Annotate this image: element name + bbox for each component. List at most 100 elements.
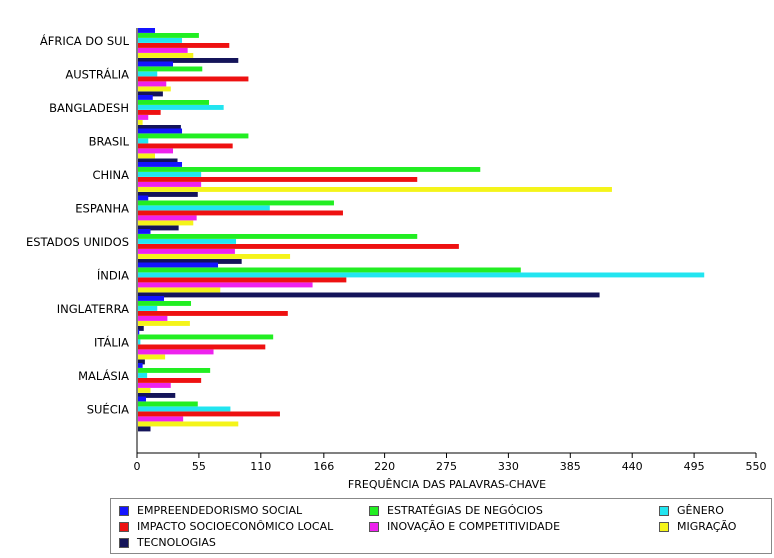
- bar: [138, 329, 140, 335]
- bar: [138, 254, 291, 259]
- legend-item: MIGRAÇÃO: [659, 520, 736, 533]
- bar: [138, 110, 161, 115]
- bar: [138, 406, 231, 412]
- bar: [138, 125, 181, 130]
- x-tick-label: 330: [498, 460, 519, 473]
- bar: [138, 187, 612, 192]
- bar: [138, 138, 149, 144]
- bar: [138, 262, 219, 268]
- bar: [138, 339, 141, 345]
- bar: [138, 128, 183, 134]
- category-label: BANGLADESH: [49, 101, 129, 115]
- bar: [138, 396, 147, 402]
- bar: [138, 306, 158, 311]
- bar: [138, 344, 266, 350]
- legend-item: EMPREENDEDORISMO SOCIAL: [119, 504, 302, 517]
- legend-label: EMPREENDEDORISMO SOCIAL: [137, 504, 303, 517]
- x-tick-label: 0: [134, 460, 141, 473]
- legend-swatch: [659, 505, 669, 516]
- bar: [138, 301, 192, 306]
- bar: [138, 416, 184, 422]
- category-label: AUSTRÁLIA: [65, 67, 129, 82]
- legend-label: TECNOLOGIAS: [137, 536, 216, 549]
- legend-item: INOVAÇÃO E COMPETITIVIDADE: [369, 520, 560, 533]
- bar: [138, 239, 237, 244]
- bar: [138, 205, 270, 211]
- bar: [138, 148, 174, 154]
- category-label: MALÁSIA: [78, 368, 129, 383]
- bar: [138, 100, 210, 105]
- category-label: BRASIL: [89, 135, 130, 149]
- legend-item: GÊNERO: [659, 504, 724, 517]
- bar: [138, 182, 202, 187]
- bar: [138, 76, 249, 82]
- bar: [138, 316, 168, 321]
- legend-label: IMPACTO SOCIOECONÔMICO LOCAL: [137, 520, 334, 533]
- bar: [138, 33, 199, 38]
- x-tick-label: 440: [622, 460, 643, 473]
- bar: [138, 349, 214, 355]
- legend-swatch: [119, 521, 129, 532]
- bar: [138, 393, 176, 398]
- legend-swatch: [369, 521, 379, 532]
- bar: [138, 326, 144, 331]
- legend-label: GÊNERO: [677, 504, 724, 517]
- legend-swatch: [119, 505, 129, 516]
- x-ticks: 0 55 110 166 220 275 330 385 440 495 550: [134, 453, 767, 473]
- bar: [138, 411, 280, 417]
- bar: [138, 200, 334, 206]
- bar: [138, 177, 418, 182]
- bar: [138, 172, 202, 177]
- bar: [138, 210, 343, 216]
- legend-item: IMPACTO SOCIOECONÔMICO LOCAL: [119, 520, 333, 533]
- bar: [138, 153, 156, 159]
- bar: [138, 383, 171, 388]
- category-label: ÍNDIA: [97, 268, 129, 283]
- bar: [138, 244, 459, 249]
- legend-swatch: [119, 537, 129, 548]
- bar: [138, 334, 274, 340]
- category-label: ESTADOS UNIDOS: [26, 235, 129, 249]
- bar: [138, 311, 288, 316]
- bar: [138, 81, 167, 87]
- bar: [138, 421, 239, 427]
- bar: [138, 120, 143, 125]
- bar: [138, 61, 174, 67]
- bar: [138, 368, 211, 373]
- bar: [138, 48, 188, 53]
- bar: [138, 272, 705, 278]
- bar: [138, 229, 151, 234]
- bar: [138, 133, 249, 139]
- category-label: INGLATERRA: [57, 302, 129, 316]
- bar: [138, 234, 418, 239]
- bar: [138, 91, 163, 97]
- bar: [138, 215, 197, 221]
- bar: [138, 38, 183, 43]
- category-label: ESPANHA: [75, 202, 129, 216]
- bar: [138, 195, 149, 201]
- legend-swatch: [369, 505, 379, 516]
- x-tick-label: 550: [746, 460, 767, 473]
- category-label: ITÁLIA: [94, 335, 129, 350]
- x-tick-label: 220: [374, 460, 395, 473]
- legend-swatch: [659, 521, 669, 532]
- bar: [138, 105, 224, 110]
- bar: [138, 359, 145, 365]
- bar: [138, 292, 600, 298]
- x-tick-label: 55: [192, 460, 206, 473]
- x-axis-label: FREQUÊNCIA DAS PALAVRAS-CHAVE: [348, 478, 546, 491]
- bar: [138, 86, 171, 92]
- bar: [138, 58, 239, 63]
- bar: [138, 277, 347, 283]
- x-tick-label: 166: [313, 460, 334, 473]
- bar: [138, 378, 202, 383]
- bar: [138, 321, 190, 326]
- legend-item: ESTRATÉGIAS DE NEGÓCIOS: [369, 504, 543, 517]
- bar: [138, 426, 151, 432]
- bar: [138, 162, 183, 167]
- bar: [138, 354, 166, 360]
- bar: [138, 66, 203, 72]
- bar: [138, 192, 198, 197]
- bar: [138, 95, 153, 100]
- bar: [138, 388, 151, 393]
